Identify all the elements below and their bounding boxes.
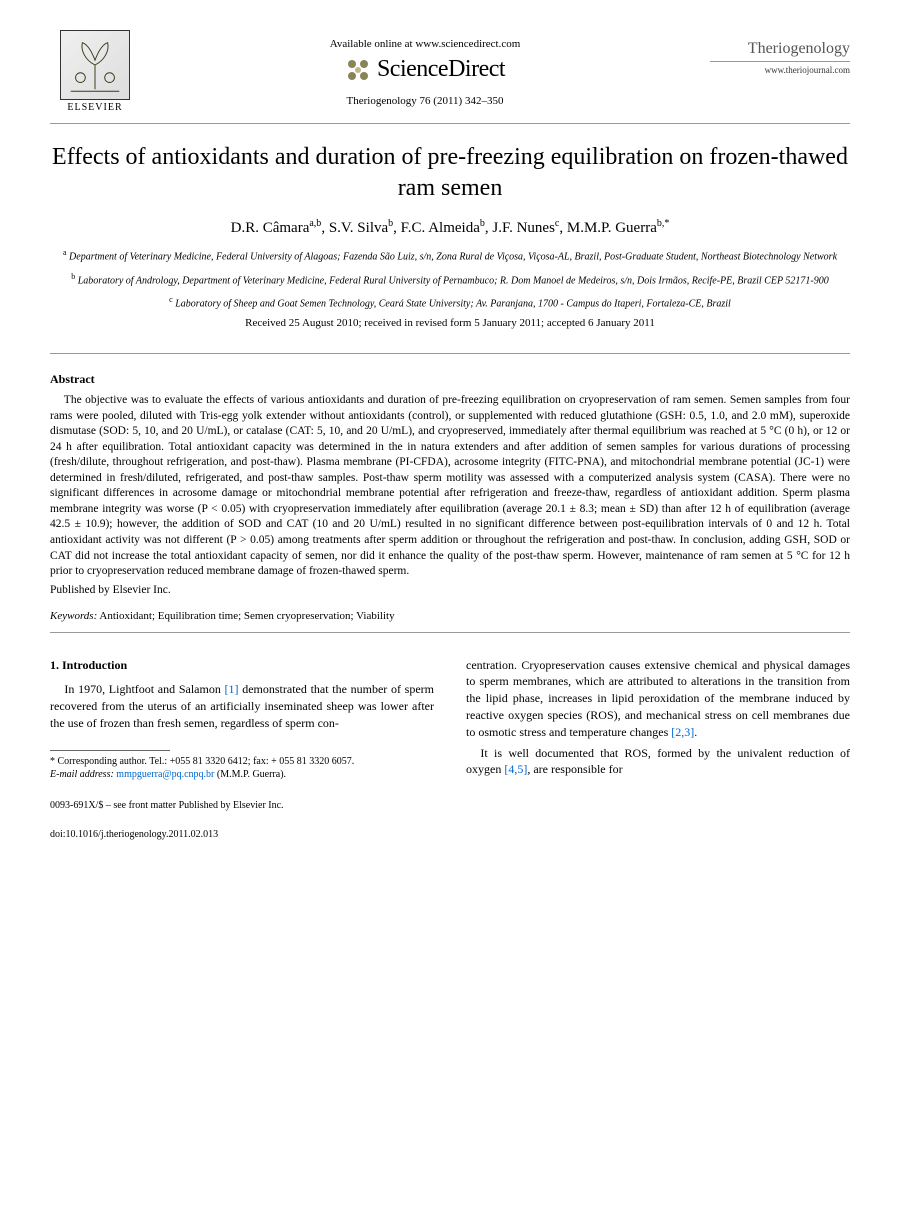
ref-link-1[interactable]: [1] [225,682,239,696]
post-abstract-rule [50,632,850,633]
author-4-affil: c [555,218,559,229]
ref-link-2-3[interactable]: [2,3] [671,725,694,739]
affiliation-c: c Laboratory of Sheep and Goat Semen Tec… [50,294,850,311]
elsevier-tree-icon [60,30,130,100]
affiliation-b: b Laboratory of Andrology, Department of… [50,271,850,288]
doi-line: doi:10.1016/j.theriogenology.2011.02.013 [50,829,850,840]
pre-abstract-rule [50,353,850,354]
introduction-heading: 1. Introduction [50,657,434,674]
article-title: Effects of antioxidants and duration of … [50,142,850,204]
author-4: J.F. Nunes [492,220,555,236]
email-footnote: E-mail address: mmpguerra@pq.cnpq.br (M.… [50,768,434,781]
page-header: ELSEVIER Available online at www.science… [50,30,850,113]
author-3: F.C. Almeida [401,220,480,236]
journal-issue: Theriogenology 76 (2011) 342–350 [140,95,710,107]
intro-paragraph-2: centration. Cryopreservation causes exte… [466,657,850,741]
email-link[interactable]: mmpguerra@pq.cnpq.br [116,769,214,780]
author-3-affil: b [480,218,485,229]
author-1-affil: a,b [309,218,321,229]
article-dates: Received 25 August 2010; received in rev… [50,317,850,329]
email-attribution: (M.M.P. Guerra). [217,769,286,780]
abstract-body: The objective was to evaluate the effect… [50,393,850,579]
corresponding-author-note: * Corresponding author. Tel.: +055 81 33… [50,755,434,768]
author-2: S.V. Silva [329,220,388,236]
header-rule [50,123,850,124]
header-center: Available online at www.sciencedirect.co… [140,30,710,107]
authors-line: D.R. Câmaraa,b, S.V. Silvab, F.C. Almeid… [50,218,850,237]
author-5: M.M.P. Guerra [567,220,657,236]
author-2-affil: b [388,218,393,229]
sciencedirect-logo: ScienceDirect [140,56,710,83]
intro-paragraph-1: In 1970, Lightfoot and Salamon [1] demon… [50,681,434,731]
sciencedirect-icon [345,57,371,83]
right-column: centration. Cryopreservation causes exte… [466,657,850,783]
publisher-logo-block: ELSEVIER [50,30,140,113]
available-online-text: Available online at www.sciencedirect.co… [140,38,710,50]
left-column: 1. Introduction In 1970, Lightfoot and S… [50,657,434,783]
affiliation-a: a Department of Veterinary Medicine, Fed… [50,247,850,264]
intro-paragraph-3: It is well documented that ROS, formed b… [466,745,850,779]
keywords-line: Keywords: Antioxidant; Equilibration tim… [50,610,850,622]
author-5-affil: b,* [657,218,670,229]
keywords-text: Antioxidant; Equilibration time; Semen c… [99,610,394,622]
author-1: D.R. Câmara [231,220,310,236]
journal-box: Theriogenology www.theriojournal.com [710,30,850,75]
email-label: E-mail address: [50,769,114,780]
sciencedirect-text: ScienceDirect [377,56,505,83]
publisher-name: ELSEVIER [50,102,140,113]
journal-name: Theriogenology [710,40,850,62]
publisher-line: Published by Elsevier Inc. [50,584,850,596]
footnote-rule [50,750,170,751]
journal-url[interactable]: www.theriojournal.com [710,65,850,75]
ref-link-4-5[interactable]: [4,5] [504,762,527,776]
copyright-line: 0093-691X/$ – see front matter Published… [50,800,850,811]
abstract-heading: Abstract [50,372,850,387]
keywords-label: Keywords: [50,610,97,622]
body-columns: 1. Introduction In 1970, Lightfoot and S… [50,657,850,783]
